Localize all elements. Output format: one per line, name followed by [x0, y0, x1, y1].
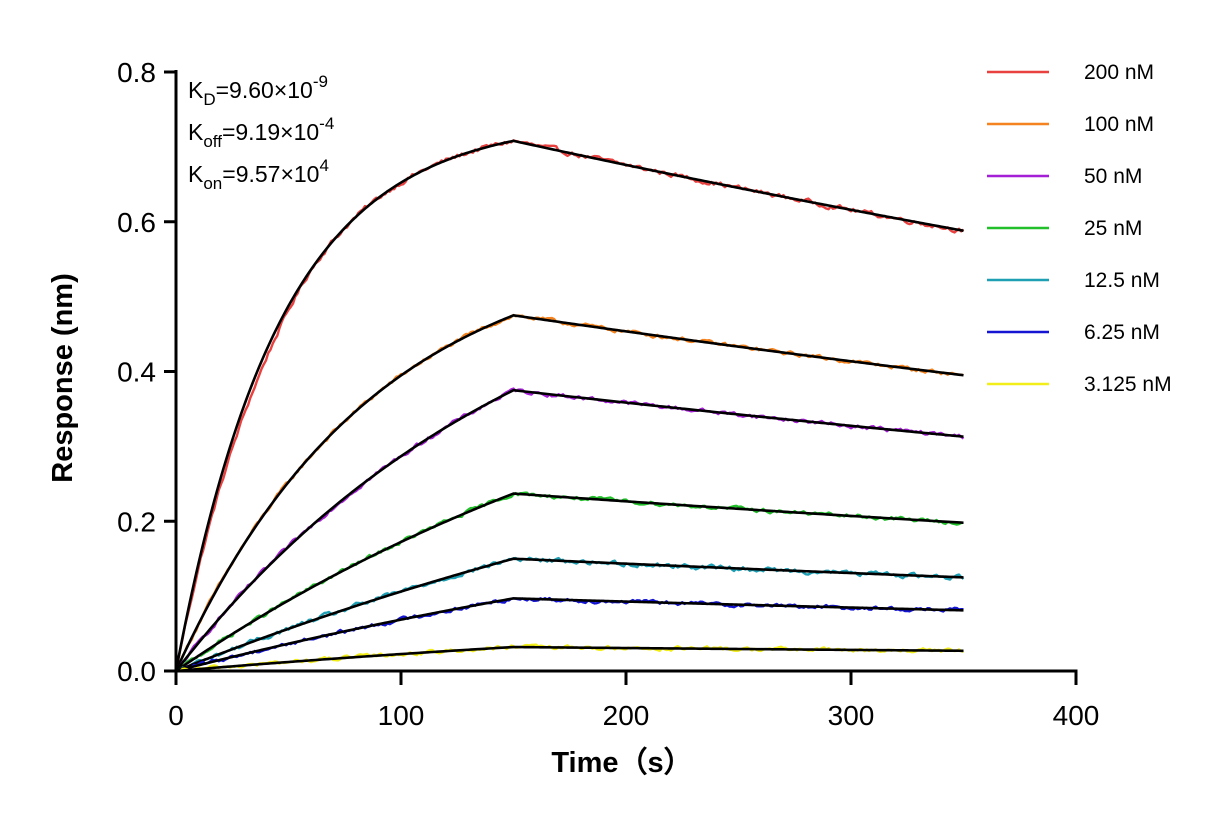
fit-curve [175, 492, 964, 673]
fit-curve [174, 388, 964, 672]
x-tick-label: 100 [378, 700, 425, 731]
series-trace [174, 139, 965, 672]
legend-label: 12.5 nM [1084, 269, 1160, 292]
y-tick-label: 0.0 [117, 656, 156, 687]
fit-curve [174, 314, 964, 672]
y-tick-label: 0.8 [117, 57, 156, 88]
fit-curve [174, 139, 964, 672]
x-tick-label: 300 [828, 700, 875, 731]
legend-label: 100 nM [1084, 113, 1154, 136]
y-tick-label: 0.2 [117, 506, 156, 537]
x-axis-title: Time（s） [551, 746, 692, 779]
koff-annotation: Koff=9.19×10-4 [188, 114, 334, 151]
fit-curve [175, 557, 964, 673]
x-tick-label: 200 [603, 700, 650, 731]
fit-curve [175, 597, 964, 673]
kinetic-constants: KD=9.60×10-9 Koff=9.19×10-4 Kon=9.57×104 [188, 72, 334, 193]
series-trace [175, 387, 965, 672]
y-tick-label: 0.6 [117, 207, 156, 238]
x-tick-label: 400 [1053, 700, 1100, 731]
legend-label: 3.125 nM [1084, 373, 1172, 396]
kon-annotation: Kon=9.57×104 [188, 156, 329, 193]
legend-label: 25 nM [1084, 217, 1142, 240]
legend: 200 nM 100 nM 50 nM 25 nM 12.5 nM 6.25 nM 3.12… [987, 61, 1172, 396]
x-tick-label: 0 [168, 700, 184, 731]
fit-curve [175, 645, 964, 673]
kd-annotation: KD=9.60×10-9 [188, 72, 328, 109]
plot-area [174, 139, 965, 673]
series-trace [174, 313, 964, 672]
legend-label: 6.25 nM [1084, 321, 1160, 344]
y-tick-label: 0.4 [117, 357, 156, 388]
series-trace [175, 556, 965, 673]
y-axis-title: Response (nm) [47, 273, 79, 482]
legend-label: 50 nM [1084, 165, 1142, 188]
axes: 0.0 0.2 0.4 0.6 0.8 0 100 200 300 400 [117, 57, 1099, 731]
legend-label: 200 nM [1084, 61, 1154, 84]
